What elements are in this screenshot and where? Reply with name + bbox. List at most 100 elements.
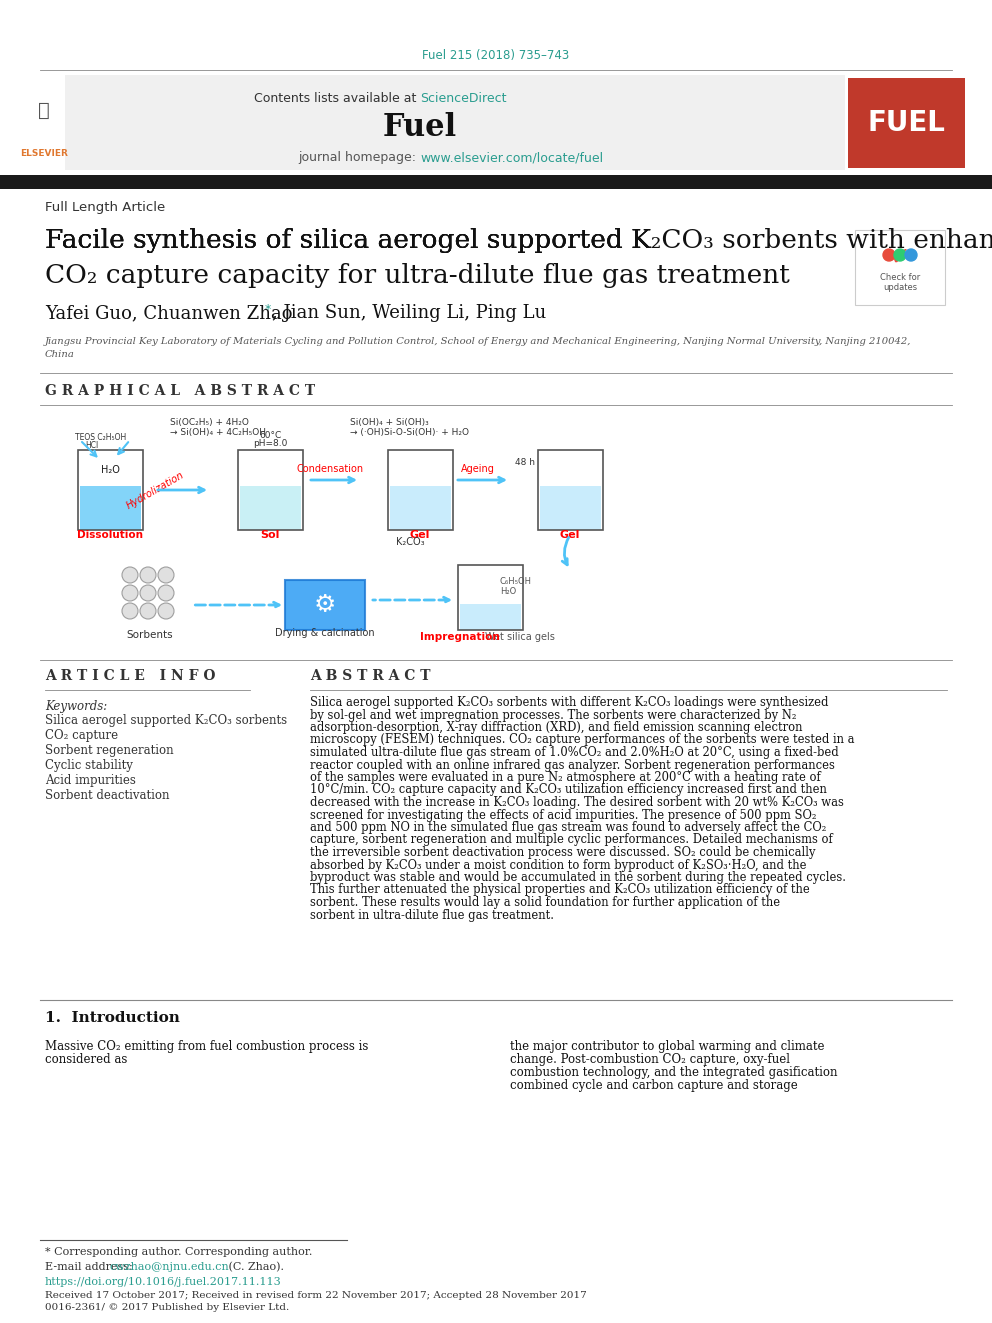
Text: combined cycle and carbon capture and storage: combined cycle and carbon capture and st…	[510, 1080, 798, 1091]
Bar	[79, 486, 141, 531]
Text: adsorption-desorption, X-ray diffraction (XRD), and field emission scanning elec: adsorption-desorption, X-ray diffraction…	[310, 721, 803, 734]
Text: Facile synthesis of silica aerogel supported K: Facile synthesis of silica aerogel suppo…	[45, 228, 651, 253]
Text: decreased with the increase in K₂CO₃ loading. The desired sorbent with 20 wt% K₂: decreased with the increase in K₂CO₃ loa…	[310, 796, 844, 808]
Text: Cyclic stability: Cyclic stability	[45, 759, 133, 773]
Text: E-mail address:: E-mail address:	[45, 1262, 136, 1271]
Text: Full Length Article: Full Length Article	[45, 201, 166, 213]
Text: Acid impurities: Acid impurities	[45, 774, 136, 787]
Text: Drying & calcination: Drying & calcination	[275, 628, 375, 638]
Text: microscopy (FESEM) techniques. CO₂ capture performances of the sorbents were tes: microscopy (FESEM) techniques. CO₂ captu…	[310, 733, 854, 746]
Bar	[855, 230, 945, 306]
Text: K₂CO₃: K₂CO₃	[396, 537, 425, 546]
Text: H₂O: H₂O	[500, 587, 516, 595]
Text: Received 17 October 2017; Received in revised form 22 November 2017; Accepted 28: Received 17 October 2017; Received in re…	[45, 1291, 586, 1301]
Text: Silica aerogel supported K₂CO₃ sorbents: Silica aerogel supported K₂CO₃ sorbents	[45, 714, 287, 728]
Text: Hydrolization: Hydrolization	[124, 470, 186, 511]
Circle shape	[883, 249, 895, 261]
Text: Sorbent regeneration: Sorbent regeneration	[45, 744, 174, 757]
Text: 60°C: 60°C	[259, 431, 281, 441]
Text: China: China	[45, 351, 74, 359]
Text: Facile synthesis of silica aerogel supported K: Facile synthesis of silica aerogel suppo…	[45, 228, 651, 253]
Text: → Si(OH)₄ + 4C₂H₅OH: → Si(OH)₄ + 4C₂H₅OH	[170, 429, 266, 437]
Bar	[459, 605, 521, 630]
Text: Wet silica gels: Wet silica gels	[485, 632, 555, 642]
Text: ✓: ✓	[892, 258, 909, 278]
Text: the irreversible sorbent deactivation process were discussed. SO₂ could be chemi: the irreversible sorbent deactivation pr…	[310, 845, 815, 859]
Bar	[285, 579, 365, 630]
Text: 1.  Introduction: 1. Introduction	[45, 1011, 180, 1025]
Circle shape	[140, 603, 156, 619]
Text: HCl: HCl	[85, 441, 98, 450]
Text: Sorbent deactivation: Sorbent deactivation	[45, 789, 170, 802]
Bar	[390, 486, 450, 531]
Text: capture, sorbent regeneration and multiple cyclic performances. Detailed mechani: capture, sorbent regeneration and multip…	[310, 833, 832, 847]
Text: Sorbents: Sorbents	[127, 630, 174, 640]
Text: ELSEVIER: ELSEVIER	[20, 148, 67, 157]
Text: updates: updates	[883, 283, 917, 292]
Bar	[25, 78, 63, 153]
Text: considered as: considered as	[45, 1053, 127, 1066]
Bar	[540, 486, 600, 531]
Text: change. Post-combustion CO₂ capture, oxy-fuel: change. Post-combustion CO₂ capture, oxy…	[510, 1053, 790, 1066]
Text: pH=8.0: pH=8.0	[253, 439, 288, 448]
Text: This further attenuated the physical properties and K₂CO₃ utilization efficiency: This further attenuated the physical pro…	[310, 884, 809, 897]
Text: Dissolution: Dissolution	[77, 531, 143, 540]
Text: , Jian Sun, Weiling Li, Ping Lu: , Jian Sun, Weiling Li, Ping Lu	[272, 304, 547, 321]
Circle shape	[122, 585, 138, 601]
Text: Gel: Gel	[559, 531, 580, 540]
Bar	[0, 175, 992, 189]
Text: the major contributor to global warming and climate: the major contributor to global warming …	[510, 1040, 824, 1053]
Text: ⚙: ⚙	[313, 593, 336, 617]
Text: *: *	[265, 303, 271, 316]
Text: journal homepage:: journal homepage:	[298, 152, 420, 164]
Text: https://doi.org/10.1016/j.fuel.2017.11.113: https://doi.org/10.1016/j.fuel.2017.11.1…	[45, 1277, 282, 1287]
Text: Fuel 215 (2018) 735–743: Fuel 215 (2018) 735–743	[423, 49, 569, 61]
Circle shape	[122, 603, 138, 619]
Text: combustion technology, and the integrated gasification: combustion technology, and the integrate…	[510, 1066, 837, 1080]
Text: Keywords:: Keywords:	[45, 700, 107, 713]
Text: Si(OH)₄ + Si(OH)₃: Si(OH)₄ + Si(OH)₃	[350, 418, 429, 427]
Text: Yafei Guo, Chuanwen Zhao: Yafei Guo, Chuanwen Zhao	[45, 304, 293, 321]
Text: simulated ultra-dilute flue gas stream of 1.0%CO₂ and 2.0%H₂O at 20°C, using a f: simulated ultra-dilute flue gas stream o…	[310, 746, 839, 759]
Text: TEOS C₂H₅OH: TEOS C₂H₅OH	[75, 433, 126, 442]
Circle shape	[158, 603, 174, 619]
Text: Massive CO₂ emitting from fuel combustion process is: Massive CO₂ emitting from fuel combustio…	[45, 1040, 368, 1053]
Bar	[848, 78, 965, 168]
Text: Facile synthesis of silica aerogel supported K₂CO₃ sorbents with enhanced: Facile synthesis of silica aerogel suppo…	[45, 228, 992, 253]
Text: C₆H₅OH: C₆H₅OH	[500, 577, 532, 586]
Text: Jiangsu Provincial Key Laboratory of Materials Cycling and Pollution Control, Sc: Jiangsu Provincial Key Laboratory of Mat…	[45, 337, 912, 347]
Text: Gel: Gel	[410, 531, 431, 540]
Text: sorbent. These results would lay a solid foundation for further application of t: sorbent. These results would lay a solid…	[310, 896, 780, 909]
Text: and 500 ppm NO in the simulated flue gas stream was found to adversely affect th: and 500 ppm NO in the simulated flue gas…	[310, 822, 826, 833]
Text: Check for: Check for	[880, 274, 921, 283]
Text: Sol: Sol	[260, 531, 280, 540]
Text: Fuel: Fuel	[383, 112, 457, 143]
Circle shape	[894, 249, 906, 261]
Text: byproduct was stable and would be accumulated in the sorbent during the repeated: byproduct was stable and would be accumu…	[310, 871, 846, 884]
Text: CO₂ capture: CO₂ capture	[45, 729, 118, 742]
Text: H₂O: H₂O	[100, 464, 119, 475]
Text: 10°C/min. CO₂ capture capacity and K₂CO₃ utilization efficiency increased first : 10°C/min. CO₂ capture capacity and K₂CO₃…	[310, 783, 827, 796]
Circle shape	[122, 568, 138, 583]
Text: CO₂ capture capacity for ultra-dilute flue gas treatment: CO₂ capture capacity for ultra-dilute fl…	[45, 263, 790, 288]
Text: reactor coupled with an online infrared gas analyzer. Sorbent regeneration perfo: reactor coupled with an online infrared …	[310, 758, 835, 771]
Circle shape	[905, 249, 917, 261]
Bar	[65, 75, 845, 169]
Text: FUEL: FUEL	[867, 108, 945, 138]
Text: of the samples were evaluated in a pure N₂ atmosphere at 200°C with a heating ra: of the samples were evaluated in a pure …	[310, 771, 820, 785]
Text: 48 h: 48 h	[515, 458, 535, 467]
Text: Contents lists available at: Contents lists available at	[254, 91, 420, 105]
Text: sorbent in ultra-dilute flue gas treatment.: sorbent in ultra-dilute flue gas treatme…	[310, 909, 554, 922]
Text: A B S T R A C T: A B S T R A C T	[310, 669, 431, 683]
Text: ✓: ✓	[890, 246, 911, 270]
Circle shape	[158, 585, 174, 601]
Text: ScienceDirect: ScienceDirect	[420, 91, 507, 105]
Text: by sol-gel and wet impregnation processes. The sorbents were characterized by N₂: by sol-gel and wet impregnation processe…	[310, 709, 797, 721]
Circle shape	[140, 568, 156, 583]
Text: 🌳: 🌳	[38, 101, 50, 119]
Text: → (·OH)Si-O-Si(OH)· + H₂O: → (·OH)Si-O-Si(OH)· + H₂O	[350, 429, 469, 437]
Text: (C. Zhao).: (C. Zhao).	[225, 1262, 284, 1271]
Text: A R T I C L E   I N F O: A R T I C L E I N F O	[45, 669, 215, 683]
Circle shape	[140, 585, 156, 601]
Text: screened for investigating the effects of acid impurities. The presence of 500 p: screened for investigating the effects o…	[310, 808, 816, 822]
